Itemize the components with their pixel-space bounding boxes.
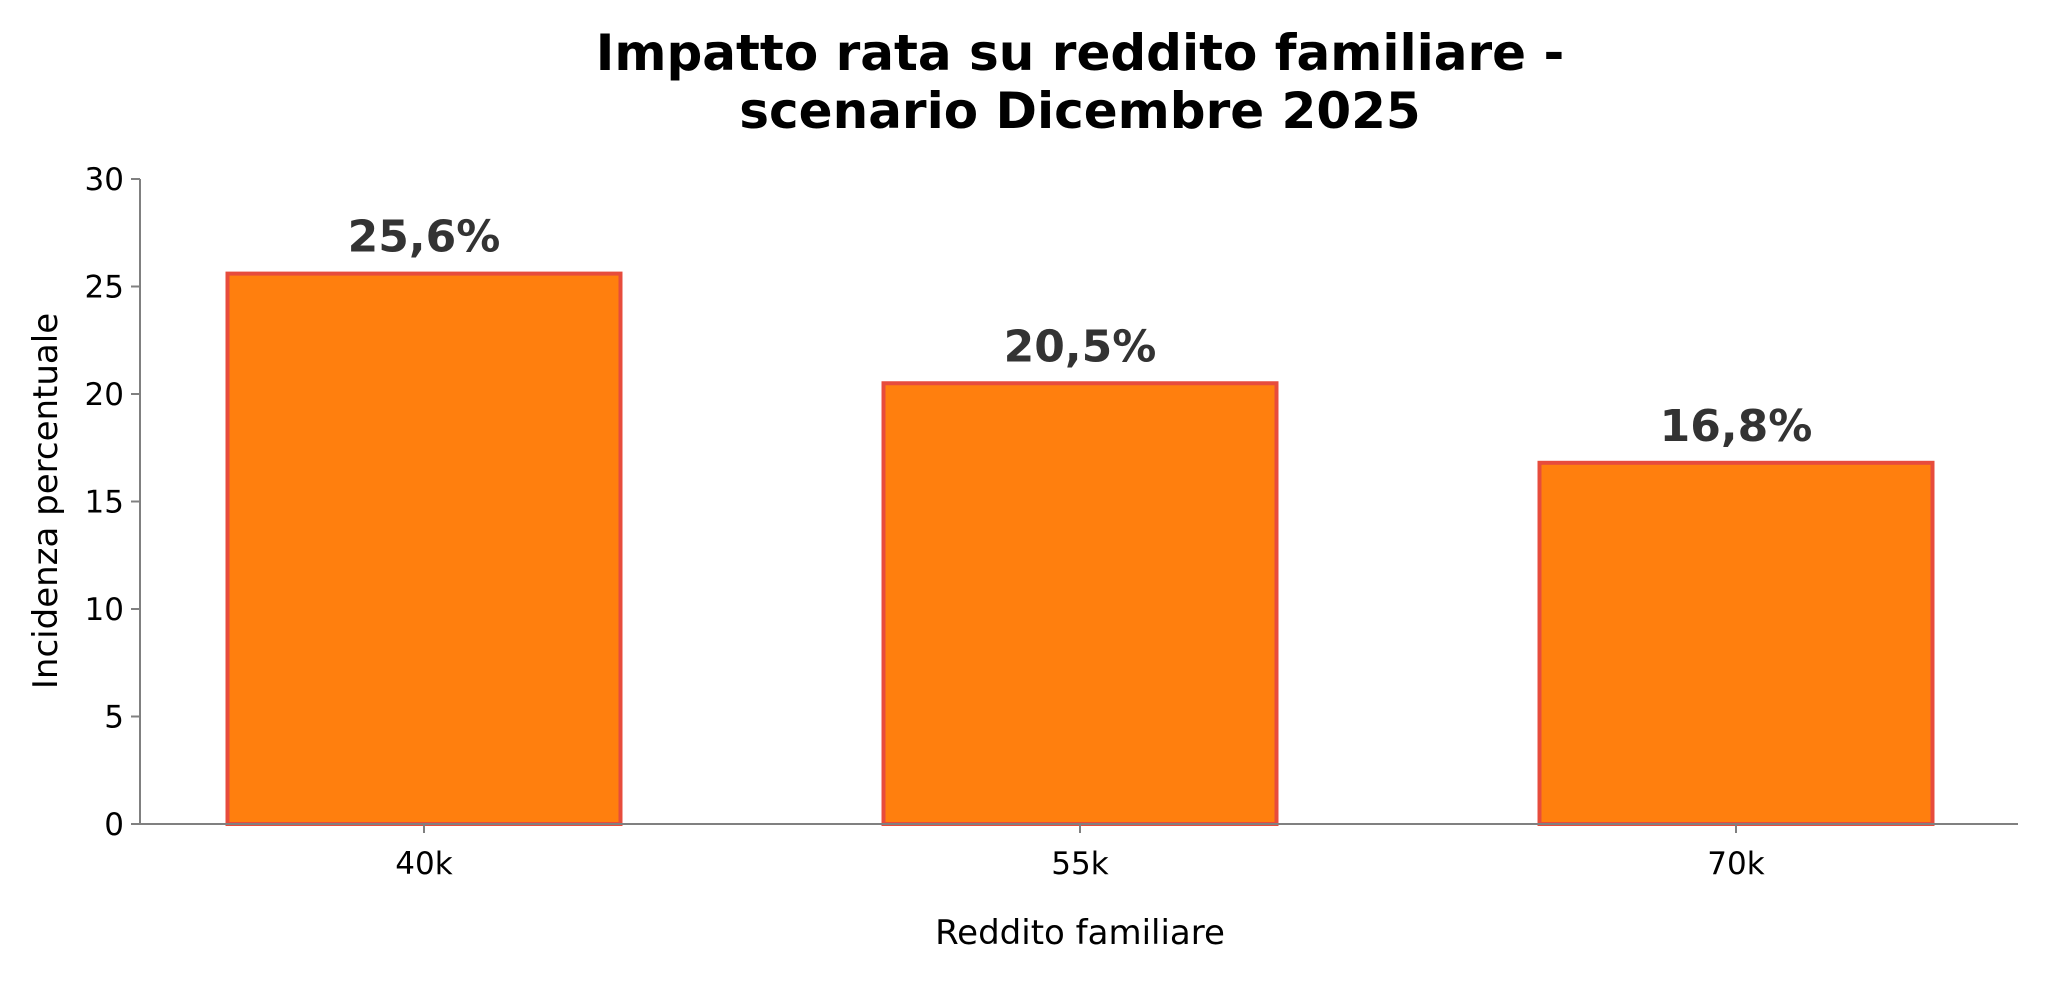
- chart-title-line-1: Impatto rata su reddito familiare -: [596, 24, 1564, 82]
- y-tick-label-30: 30: [85, 162, 124, 198]
- x-tick-label-40k: 40k: [395, 846, 452, 882]
- chart-title-line-2: scenario Dicembre 2025: [739, 82, 1420, 140]
- data-label-40k: 25,6%: [348, 212, 501, 263]
- y-tick-label-15: 15: [85, 485, 124, 521]
- data-label-70k: 16,8%: [1660, 401, 1813, 452]
- x-tick-label-55k: 55k: [1051, 846, 1108, 882]
- y-tick-label-25: 25: [85, 270, 124, 306]
- y-tick-label-5: 5: [104, 700, 124, 736]
- x-axis-label: Reddito familiare: [935, 913, 1225, 953]
- y-tick-label-0: 0: [104, 807, 124, 843]
- plot-area: 25,6% 20,5% 16,8% 0 5 10 15 20 25 30 40k 55k 70k: [85, 162, 2018, 882]
- bar-55k: [881, 381, 1279, 826]
- data-label-55k: 20,5%: [1004, 321, 1157, 372]
- x-tick-label-70k: 70k: [1707, 846, 1764, 882]
- y-tick-label-20: 20: [85, 377, 124, 413]
- y-axis-label: Incidenza percentuale: [26, 313, 66, 689]
- bar-70k: [1537, 460, 1935, 826]
- y-tick-label-10: 10: [85, 592, 124, 628]
- bar-40k: [225, 271, 623, 827]
